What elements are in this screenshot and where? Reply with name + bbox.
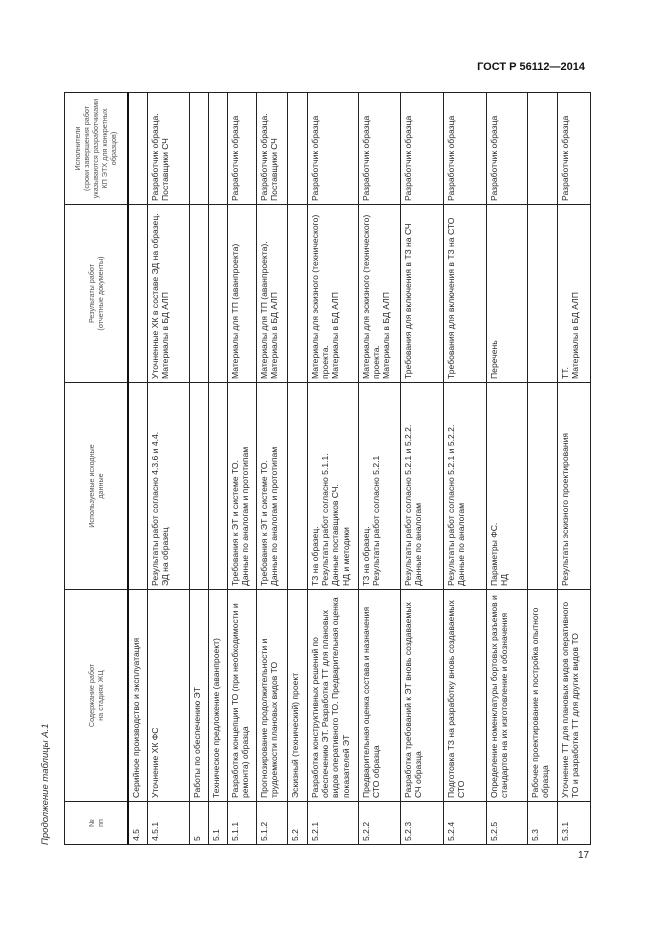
cell-executors <box>127 92 148 205</box>
cell-inputs: Требования к ЭТ и системе ТО. Данные по … <box>227 382 257 590</box>
table-row: 5.2.4 Подготовка ТЗ на разработку вновь с… <box>443 92 487 845</box>
table-row: 5.3 Рабочее проектирование и постройка оп… <box>527 92 558 845</box>
cell-results: ТТ. Материалы в БД АЛП <box>557 204 591 383</box>
cell-num: 5.2.3 <box>400 801 444 845</box>
cell-results: Требования для включения в ТЗ на СЧ <box>400 204 444 383</box>
cell-num: 5.2.1 <box>307 801 359 845</box>
cell-executors: Разработчик образца <box>307 92 359 205</box>
cell-content: Разработка требований к ЭТ вновь создава… <box>400 589 444 802</box>
cell-results <box>287 204 308 383</box>
cell-content: Рабочее проектирование и постройка опытн… <box>527 589 558 802</box>
cell-executors: Разработчик образца <box>227 92 257 205</box>
cell-inputs <box>527 382 558 590</box>
cell-content: Уточнение ТТ для плановых видов оператив… <box>557 589 591 802</box>
cell-inputs: Результаты работ согласно 4.3.6 и 4.4. Э… <box>147 382 190 590</box>
cell-inputs: Результаты эскизного проектирования <box>557 382 591 590</box>
cell-num: 5.2.4 <box>443 801 487 845</box>
cell-inputs: Требования к ЭТ и системе ТО. Данные по … <box>256 382 288 590</box>
cell-results: Требования для включения в ТЗ на СТО <box>443 204 487 383</box>
table-row: 5.2 Эскизный (технический) проект <box>287 92 308 845</box>
cell-content: Разработка концепции ТО (при необходимос… <box>227 589 257 802</box>
table-row: 5.2.2 Предварительная оценка состава и на… <box>358 92 401 845</box>
table-header-row: № пп Содержание работ на стадиях ЖЦ Испо… <box>64 92 128 845</box>
rotated-table-block: Продолжение таблицы А.1 № пп Содержание … <box>40 85 600 845</box>
cell-executors: Разработчик образца <box>486 92 528 205</box>
column-header-results: Результаты работ (отчетные документы) <box>64 204 128 383</box>
cell-executors: Разработчик образца. Поставщики СЧ <box>147 92 190 205</box>
cell-results: Материалы для эскизного (технического) п… <box>358 204 401 383</box>
cell-executors <box>189 92 209 205</box>
cell-inputs <box>189 382 209 590</box>
cell-num: 5.1.2 <box>256 801 288 845</box>
cell-content: Подготовка ТЗ на разработку вновь создав… <box>443 589 487 802</box>
cell-content: Разработка конструктивных решений по обе… <box>307 589 359 802</box>
table-row: 5.3.1 Уточнение ТТ для плановых видов опе… <box>557 92 591 845</box>
cell-num: 5.3.1 <box>557 801 591 845</box>
cell-inputs <box>287 382 308 590</box>
cell-content: Определение номенклатуры бортовых разъем… <box>486 589 528 802</box>
cell-inputs: Результаты работ согласно 5.2.1 и 5.2.2.… <box>400 382 444 590</box>
cell-content: Работы по обеспечению ЭТ <box>189 589 209 802</box>
cell-results: Материалы для эскизного (технического) п… <box>307 204 359 383</box>
works-table: № пп Содержание работ на стадиях ЖЦ Испо… <box>64 92 591 845</box>
cell-num: 5 <box>189 801 209 845</box>
cell-executors: Разработчик образца. Поставщики СЧ <box>256 92 288 205</box>
cell-inputs: ТЗ на образец. Результаты работ согласно… <box>358 382 401 590</box>
cell-results <box>127 204 148 383</box>
cell-executors: Разработчик образца <box>557 92 591 205</box>
table-row: 4.5.1 Уточнение ХК ФС Результаты работ сог… <box>147 92 190 845</box>
cell-num: 5.1.1 <box>227 801 257 845</box>
cell-num: 4.5.1 <box>147 801 190 845</box>
cell-results: Уточненные ХК в составе ЭД на образец. М… <box>147 204 190 383</box>
cell-content: Серийное производство и эксплуатация <box>127 589 148 802</box>
cell-results <box>189 204 209 383</box>
document-header: ГОСТ Р 56112—2014 <box>477 61 585 73</box>
column-header-inputs: Используемые исходные данные <box>64 382 128 590</box>
table-row: 5.2.3 Разработка требований к ЭТ вновь со… <box>400 92 444 845</box>
column-header-content: Содержание работ на стадиях ЖЦ <box>64 589 128 802</box>
table-row: 5.1.1 Разработка концепции ТО (при необхо… <box>227 92 257 845</box>
cell-executors: Разработчик образца <box>400 92 444 205</box>
cell-results <box>527 204 558 383</box>
cell-num: 5.3 <box>527 801 558 845</box>
cell-num: 5.2 <box>287 801 308 845</box>
table-row: 5.2.1 Разработка конструктивных решений п… <box>307 92 359 845</box>
cell-executors <box>208 92 228 205</box>
cell-executors: Разработчик образца <box>358 92 401 205</box>
cell-executors <box>527 92 558 205</box>
cell-inputs: Параметры ФС. НД <box>486 382 528 590</box>
table-row: 5 Работы по обеспечению ЭТ <box>189 92 209 845</box>
page-number: 17 <box>578 850 590 861</box>
table-row: 5.1.2 Прогнозирование продолжительности и… <box>256 92 288 845</box>
cell-content: Техническое предложение (аванпроект) <box>208 589 228 802</box>
cell-results: Материалы для ТП (аванпроекта) <box>227 204 257 383</box>
cell-num: 5.2.2 <box>358 801 401 845</box>
cell-num: 5.2.5 <box>486 801 528 845</box>
cell-content: Прогнозирование продолжительности и труд… <box>256 589 288 802</box>
cell-num: 5.1 <box>208 801 228 845</box>
cell-content: Эскизный (технический) проект <box>287 589 308 802</box>
cell-inputs: Результаты работ согласно 5.2.1 и 5.2.2.… <box>443 382 487 590</box>
table-row: 4.5 Серийное производство и эксплуатация <box>127 92 148 845</box>
cell-inputs <box>208 382 228 590</box>
column-header-number: № пп <box>64 801 128 845</box>
cell-executors <box>287 92 308 205</box>
cell-content: Предварительная оценка состава и назначе… <box>358 589 401 802</box>
table-row: 5.2.5 Определение номенклатуры бортовых р… <box>486 92 528 845</box>
cell-inputs: ТЗ на образец. Результаты работ согласно… <box>307 382 359 590</box>
table-caption: Продолжение таблицы А.1 <box>40 723 51 845</box>
column-header-executors: Исполнители (сроки завершения работ указ… <box>64 92 128 205</box>
cell-results <box>208 204 228 383</box>
cell-content: Уточнение ХК ФС <box>147 589 190 802</box>
cell-inputs <box>127 382 148 590</box>
cell-results: Материалы для ТП (аванпроекта). Материал… <box>256 204 288 383</box>
cell-results: Перечень <box>486 204 528 383</box>
table-row: 5.1 Техническое предложение (аванпроект) <box>208 92 228 845</box>
cell-executors: Разработчик образца <box>443 92 487 205</box>
cell-num: 4.5 <box>127 801 148 845</box>
